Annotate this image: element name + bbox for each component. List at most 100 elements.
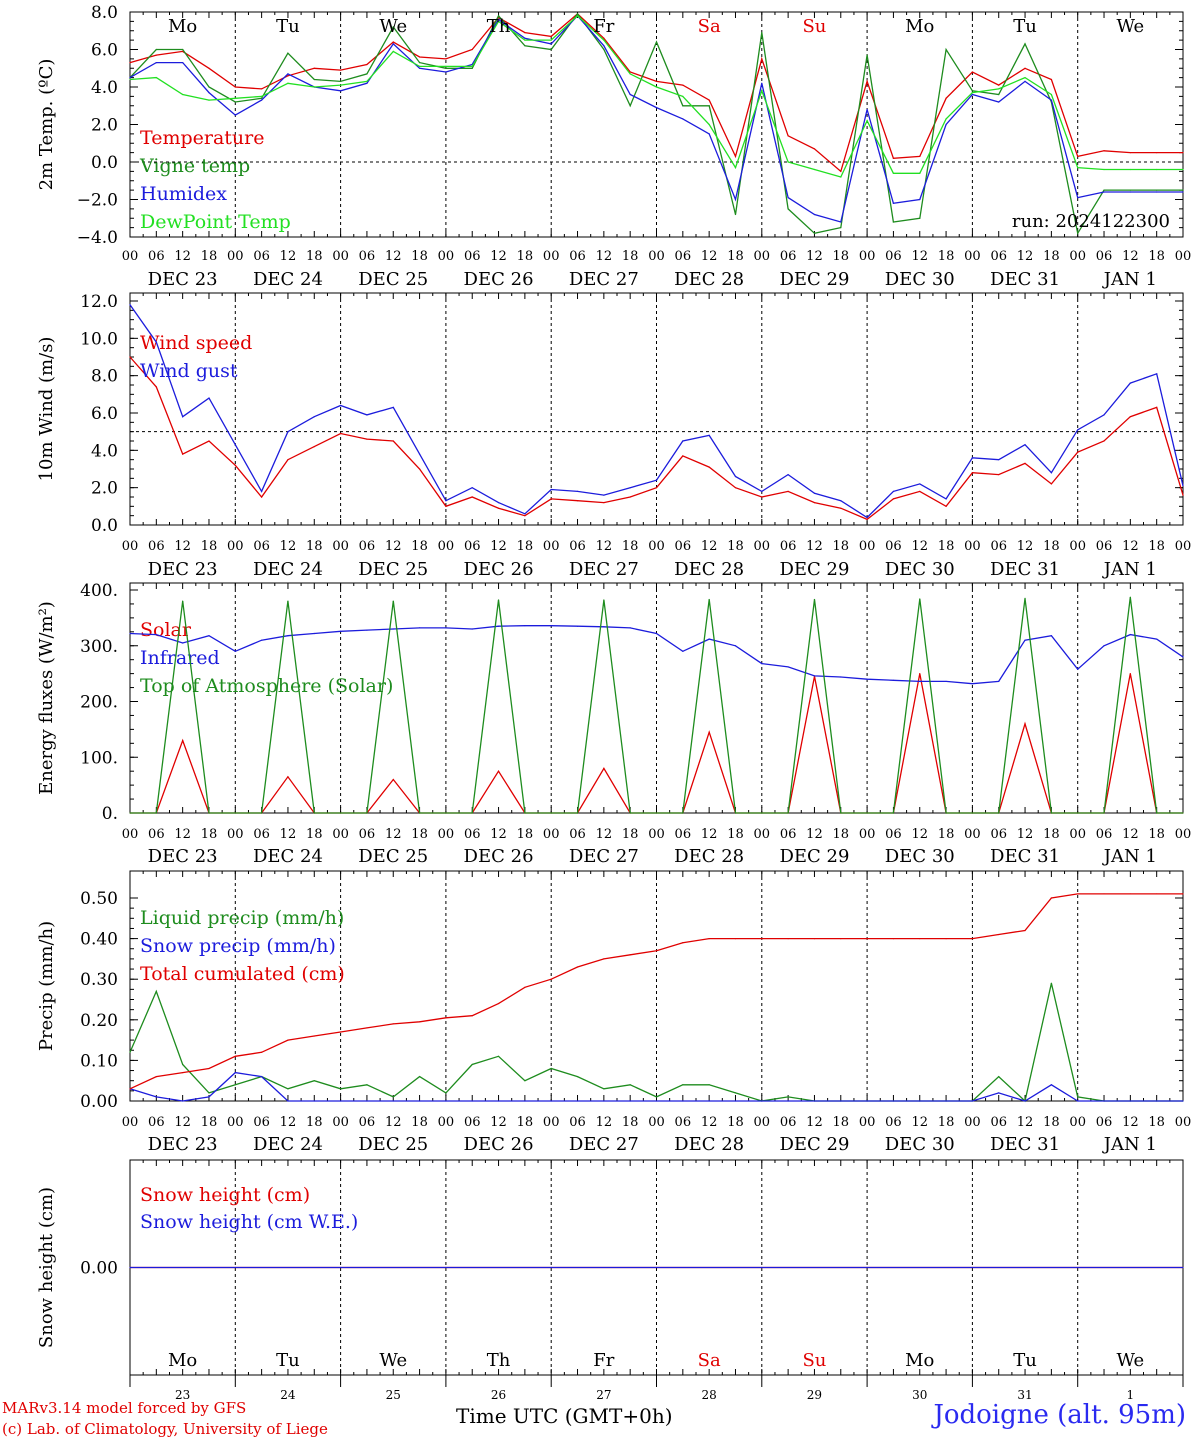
data-point	[129, 77, 131, 79]
data-point	[1182, 168, 1184, 171]
data-point	[603, 626, 605, 628]
data-point	[761, 58, 763, 60]
hour-tick-label: 12	[174, 827, 191, 842]
data-point	[971, 457, 974, 459]
hour-tick-label: 00	[859, 539, 876, 554]
data-point	[340, 80, 342, 82]
data-point	[261, 97, 263, 99]
date-number: 31	[1017, 1388, 1032, 1402]
data-point	[155, 54, 157, 56]
data-point	[866, 108, 868, 111]
data-point	[392, 440, 394, 442]
data-point	[392, 50, 394, 52]
data-point	[998, 1076, 1000, 1078]
data-point	[287, 1100, 289, 1102]
data-point	[445, 627, 447, 629]
hour-tick-label: 06	[148, 249, 165, 264]
hour-tick-label: 00	[122, 249, 139, 264]
hour-tick-label: 00	[754, 249, 771, 264]
data-point	[682, 105, 684, 107]
data-point	[418, 812, 421, 814]
legend-entry: Temperature	[140, 127, 264, 149]
data-point	[682, 650, 684, 652]
data-point	[787, 1100, 789, 1102]
hour-tick-label: 00	[859, 249, 876, 264]
data-point	[629, 1084, 631, 1086]
data-point	[603, 37, 605, 39]
data-point	[682, 455, 684, 457]
data-point	[1050, 99, 1052, 101]
hour-tick-label: 12	[490, 1115, 507, 1130]
hour-tick-label: 12	[911, 539, 928, 554]
data-point	[971, 71, 974, 73]
hour-tick-label: 12	[174, 249, 191, 264]
data-point	[1182, 1100, 1184, 1102]
date-label: DEC 29	[779, 846, 849, 867]
data-point	[418, 453, 421, 455]
data-point	[708, 105, 710, 107]
data-point	[1182, 152, 1184, 154]
data-point	[1129, 673, 1131, 675]
data-point	[866, 516, 868, 519]
data-point	[761, 32, 763, 34]
data-point	[1050, 635, 1052, 637]
hour-tick-label: 18	[727, 249, 744, 264]
data-point	[1103, 414, 1105, 416]
hour-tick-label: 12	[701, 827, 718, 842]
date-label: DEC 30	[885, 1134, 955, 1155]
data-point	[340, 1100, 342, 1102]
station-name: Jodoigne (alt. 95m)	[933, 1400, 1186, 1430]
data-point	[866, 80, 868, 82]
data-point	[892, 1100, 895, 1102]
data-point	[971, 812, 974, 814]
data-point	[734, 198, 737, 201]
data-point	[340, 630, 342, 632]
data-point	[129, 1266, 131, 1269]
data-point	[655, 487, 658, 489]
data-point	[208, 92, 210, 94]
data-point	[1050, 93, 1052, 96]
date-label: DEC 26	[464, 269, 534, 290]
data-point	[945, 498, 947, 500]
date-label: DEC 26	[464, 846, 534, 867]
date-label: DEC 23	[148, 1134, 218, 1155]
data-point	[945, 812, 947, 814]
date-label: DEC 30	[885, 559, 955, 580]
data-point	[418, 65, 421, 67]
data-point	[471, 1015, 473, 1017]
data-point	[1024, 43, 1026, 45]
hour-tick-label: 06	[148, 539, 165, 554]
data-point	[182, 642, 184, 644]
data-point	[155, 62, 157, 64]
data-point	[392, 1100, 394, 1102]
data-point	[629, 105, 631, 107]
data-point	[1024, 639, 1026, 641]
data-point	[497, 502, 500, 504]
hour-tick-label: 12	[701, 539, 718, 554]
data-point	[919, 680, 921, 683]
data-point	[813, 213, 816, 216]
hour-tick-label: 12	[911, 249, 928, 264]
date-label: DEC 24	[253, 846, 323, 867]
hour-tick-label: 12	[1017, 827, 1034, 842]
date-label: DEC 25	[358, 846, 428, 867]
y-tick-label: −4.0	[77, 228, 118, 248]
data-point	[1182, 893, 1184, 895]
data-point	[919, 938, 921, 940]
data-point	[1129, 168, 1131, 171]
y-tick-label: 400.	[80, 581, 118, 601]
data-point	[919, 1100, 921, 1102]
data-point	[998, 933, 1000, 936]
model-credit: MARv3.14 model forced by GFS	[2, 1399, 247, 1417]
data-point	[971, 93, 974, 96]
date-label: JAN 1	[1102, 559, 1157, 580]
data-point	[497, 599, 500, 601]
data-point	[998, 680, 1000, 683]
date-label: DEC 28	[674, 1134, 744, 1155]
data-point	[1050, 812, 1052, 814]
data-point	[998, 93, 1000, 96]
data-point	[155, 77, 157, 79]
data-point	[208, 1096, 210, 1098]
hour-tick-label: 06	[359, 249, 376, 264]
